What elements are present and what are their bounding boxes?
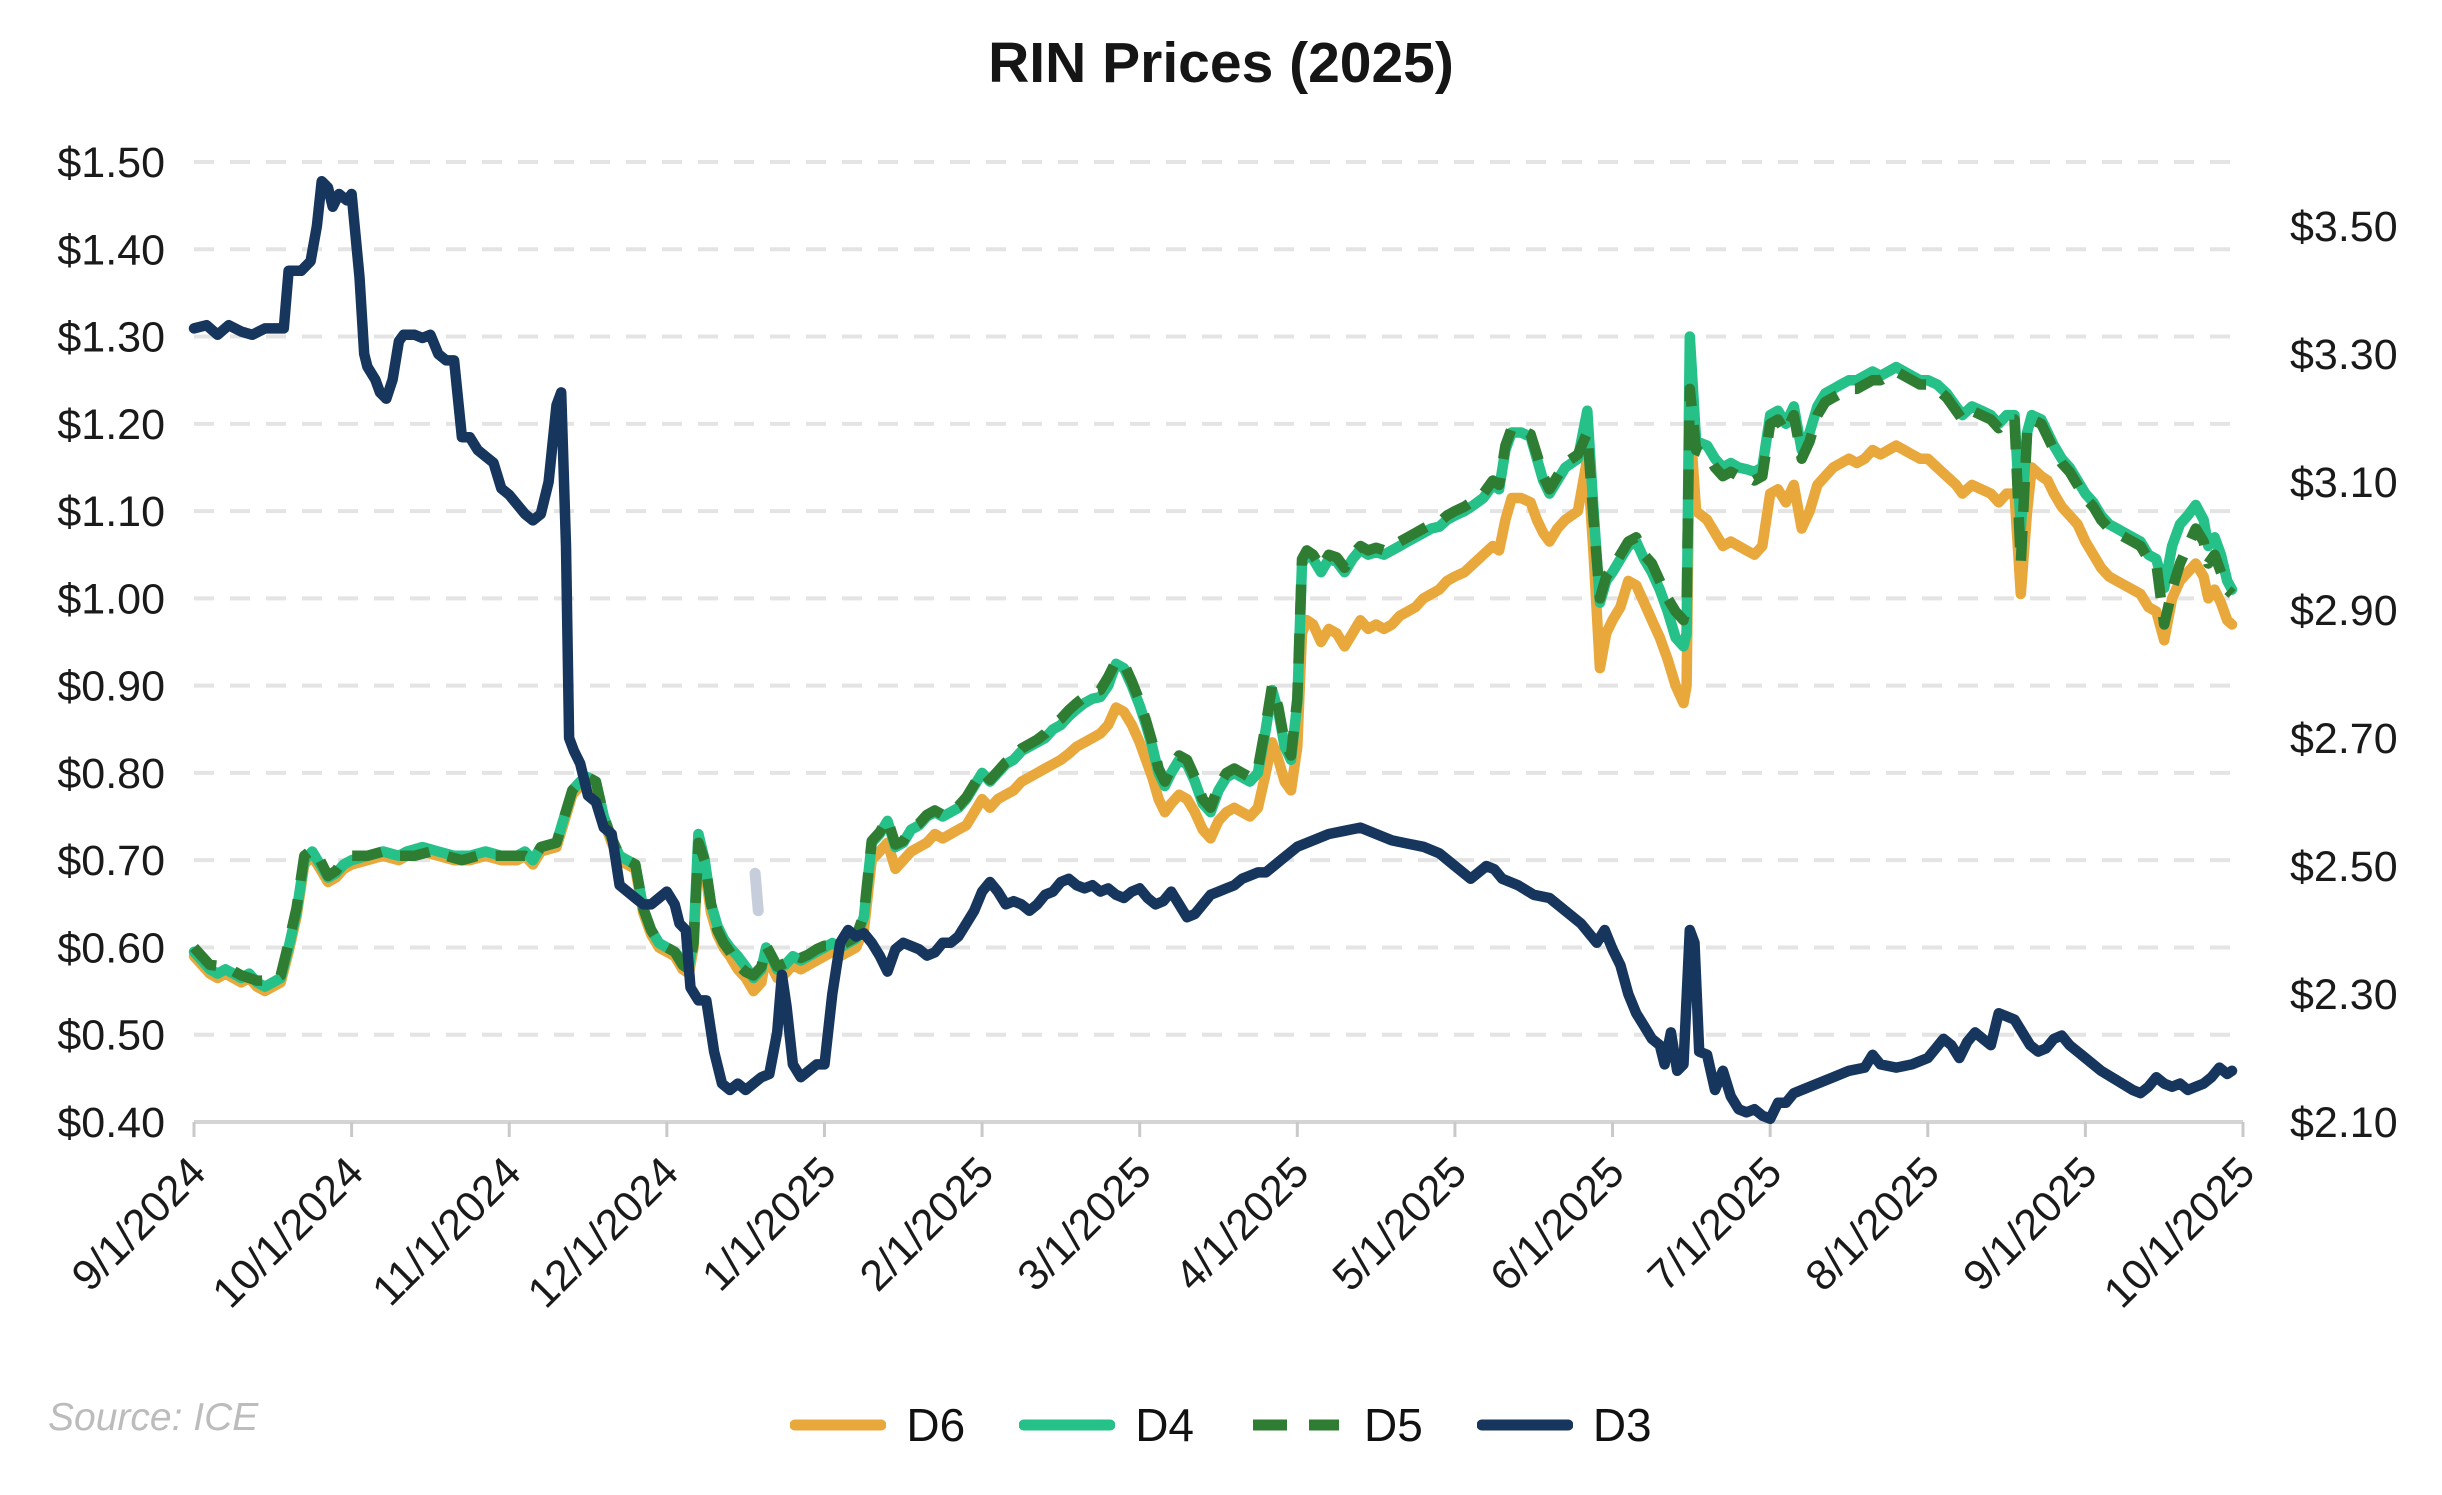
- x-axis-label: 12/1/2024: [519, 1148, 688, 1317]
- legend-item-d3: D3: [1476, 1398, 1652, 1452]
- y-axis-left-label: $0.50: [57, 1012, 165, 1060]
- y-axis-left-label: $1.20: [57, 401, 165, 449]
- y-axis-right-label: $3.30: [2290, 331, 2398, 379]
- source-note: Source: ICE: [48, 1396, 259, 1439]
- x-axis-label: 4/1/2025: [1166, 1148, 1318, 1300]
- y-axis-left-label: $1.10: [57, 488, 165, 536]
- y-axis-right-label: $3.10: [2290, 459, 2398, 507]
- y-axis-left-label: $0.40: [57, 1099, 165, 1147]
- y-axis-left-label: $1.30: [57, 314, 165, 362]
- legend-swatch-d5: [1253, 1419, 1339, 1431]
- chart-legend: D6 D4 D5 D3: [0, 1398, 2442, 1452]
- y-axis-right-label: $2.10: [2290, 1099, 2398, 1147]
- y-axis-left-label: $0.90: [57, 663, 165, 711]
- y-axis-left-label: $0.70: [57, 837, 165, 885]
- x-axis-label: 3/1/2025: [1008, 1148, 1160, 1300]
- x-axis-label: 5/1/2025: [1324, 1148, 1476, 1300]
- legend-label-d6: D6: [906, 1399, 966, 1451]
- y-axis-left-label: $1.40: [57, 226, 165, 274]
- y-axis-right-label: $3.50: [2290, 203, 2398, 251]
- legend-swatch-d6: [790, 1419, 887, 1431]
- x-axis-label: 10/1/2024: [203, 1148, 372, 1317]
- x-axis-label: 2/1/2025: [851, 1148, 1003, 1300]
- x-axis-label: 7/1/2025: [1639, 1148, 1791, 1300]
- series-line-d3: [188, 175, 2238, 1125]
- x-axis-label: 1/1/2025: [693, 1148, 845, 1300]
- legend-item-d6: D6: [790, 1398, 965, 1452]
- x-axis-label: 6/1/2025: [1481, 1148, 1633, 1300]
- x-axis-label: 8/1/2025: [1797, 1148, 1949, 1300]
- x-axis-label: 9/1/2024: [63, 1148, 215, 1300]
- y-axis-left-label: $0.80: [57, 750, 165, 798]
- legend-item-d5: D5: [1248, 1398, 1423, 1452]
- y-axis-right-label: $2.90: [2290, 587, 2398, 635]
- legend-swatch-d3: [1476, 1419, 1573, 1431]
- x-axis-label: 10/1/2025: [2095, 1148, 2264, 1317]
- x-axis-label: 9/1/2025: [1954, 1148, 2106, 1300]
- artifact-mark: [749, 867, 764, 917]
- y-axis-left-label: $1.00: [57, 575, 165, 623]
- legend-label-d4: D4: [1135, 1399, 1194, 1451]
- series-line-d5: [190, 366, 2236, 986]
- y-axis-right-label: $2.30: [2290, 971, 2398, 1019]
- y-axis-right-label: $2.50: [2290, 843, 2398, 891]
- legend-item-d4: D4: [1019, 1398, 1194, 1452]
- legend-label-d5: D5: [1364, 1399, 1423, 1451]
- page-title: RIN Prices (2025): [988, 31, 1454, 95]
- legend-swatch-d4: [1019, 1419, 1116, 1431]
- y-axis-left-label: $1.50: [57, 139, 165, 187]
- x-axis-label: 11/1/2024: [363, 1148, 530, 1315]
- y-axis-left-label: $0.60: [57, 924, 165, 972]
- series-line-d6: [188, 414, 2238, 997]
- legend-label-d3: D3: [1592, 1399, 1652, 1451]
- y-axis-right-label: $2.70: [2290, 715, 2398, 763]
